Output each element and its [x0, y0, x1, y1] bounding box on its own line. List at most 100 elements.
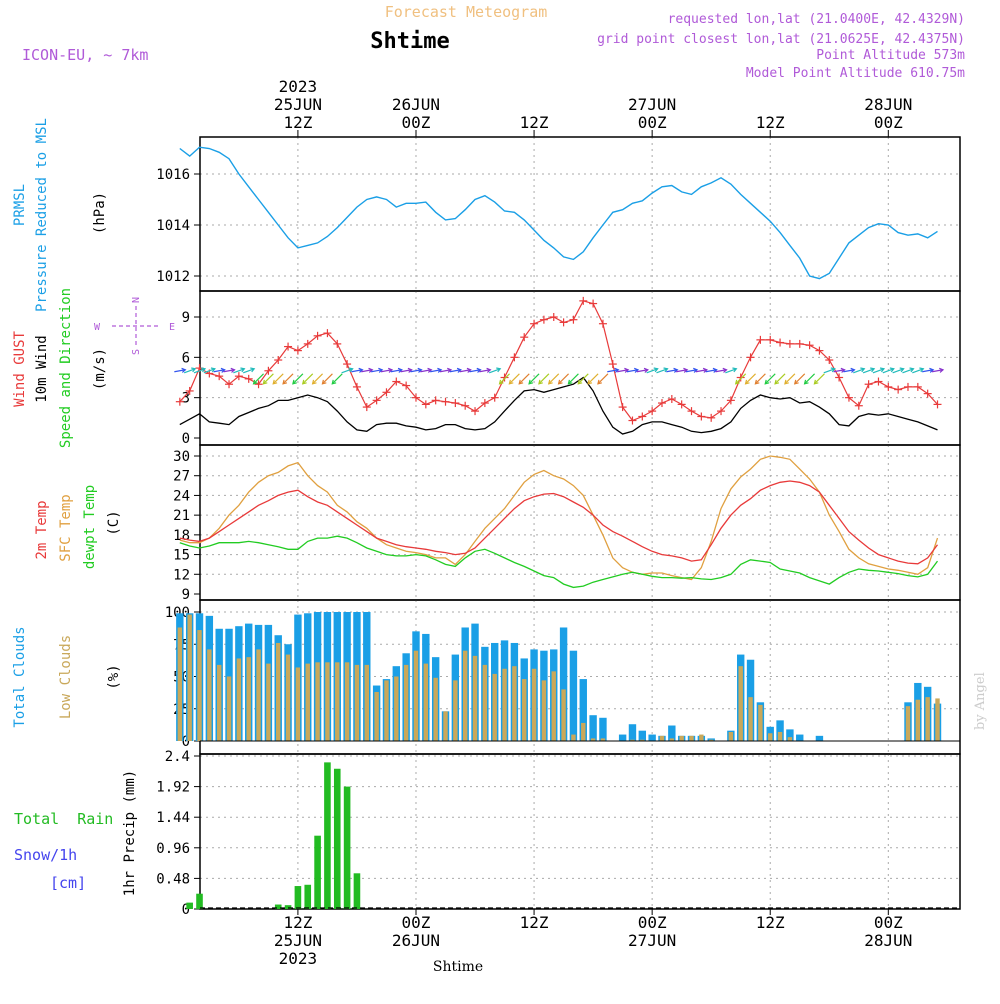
- gust-marker: [559, 318, 568, 327]
- gust-marker: [776, 338, 785, 347]
- total-cloud-bar: [776, 720, 784, 741]
- gust-marker: [293, 346, 302, 355]
- arrow-shaft: [479, 369, 491, 373]
- plot-area: 1012101410160369912151821242730025507510…: [156, 77, 961, 968]
- wind-direction-arrow: [538, 373, 550, 385]
- gust-marker: [598, 319, 607, 328]
- wind-direction-arrow: [646, 367, 659, 374]
- arrow-shaft: [814, 373, 825, 385]
- low-cloud-bar: [531, 668, 537, 741]
- gust-marker: [785, 339, 794, 348]
- arrow-shaft: [351, 369, 363, 373]
- arrow-shaft: [499, 373, 510, 385]
- rain-bar: [274, 904, 282, 909]
- y-tick-label: 1014: [156, 218, 190, 234]
- arrow-head: [466, 367, 472, 373]
- gust-marker: [372, 396, 381, 405]
- arrow-head: [321, 379, 327, 385]
- total-cloud-bar: [648, 734, 656, 741]
- gust-marker: [913, 382, 922, 391]
- temp2m-line: [179, 480, 939, 565]
- arrow-shaft: [764, 373, 776, 385]
- wind-direction-arrow: [853, 367, 866, 374]
- gust-marker: [411, 393, 420, 402]
- top-title: Forecast Meteogram: [385, 3, 548, 21]
- low-cloud-bar: [364, 664, 369, 741]
- low-cloud-bar: [403, 664, 409, 741]
- wind-direction-arrow: [656, 367, 669, 374]
- arrow-shaft: [282, 373, 294, 385]
- x-tick-label-top: 12Z: [756, 113, 785, 132]
- arrow-head: [311, 379, 317, 385]
- compass-w: W: [94, 322, 101, 333]
- snow-label: Snow/1h: [14, 846, 77, 864]
- gust-marker: [382, 388, 391, 397]
- gust-marker: [461, 401, 470, 410]
- y-tick-label: 9: [182, 587, 190, 603]
- low-cloud-bar: [216, 664, 222, 741]
- y-tick-label: 15: [173, 548, 190, 564]
- rain-bar: [324, 762, 331, 909]
- arrow-shaft: [695, 369, 707, 373]
- gust-marker: [234, 372, 243, 381]
- gust-marker: [343, 360, 352, 369]
- wind-direction-arrow: [784, 373, 796, 385]
- x-tick-label-bottom: 26JUN: [392, 931, 440, 950]
- arrow-shaft: [715, 369, 727, 373]
- snow-unit-label: [cm]: [50, 874, 86, 892]
- wind-label: 10m Wind: [34, 335, 50, 402]
- dewpt-line: [179, 535, 939, 589]
- gust-marker: [697, 412, 706, 421]
- low-cloud-bar: [285, 654, 291, 741]
- arrow-head: [191, 367, 197, 373]
- wind-direction-arrow: [243, 367, 256, 374]
- arrow-shaft: [656, 368, 668, 374]
- gust-marker: [795, 339, 804, 348]
- arrow-head: [292, 379, 297, 385]
- requested-coords: requested lon,lat (21.0400E, 42.4329N): [668, 12, 965, 27]
- wind-direction-arrow: [577, 373, 589, 385]
- wind-direction-arrow: [666, 367, 679, 373]
- gust-marker: [903, 382, 912, 391]
- arrow-shaft: [322, 373, 333, 385]
- arrow-head: [919, 367, 925, 373]
- gust-marker: [854, 401, 863, 410]
- arrow-shaft: [371, 369, 383, 373]
- low-cloud-bar: [276, 642, 281, 741]
- x-tick-label-bottom: 12Z: [756, 913, 785, 932]
- arrow-shaft: [626, 369, 639, 373]
- arrow-shaft: [804, 373, 816, 385]
- wind-direction-arrow: [361, 367, 374, 373]
- arrow-head: [909, 367, 915, 373]
- wind-direction-arrow: [371, 367, 384, 373]
- low-cloud-bar: [226, 676, 232, 741]
- y-tick-label: 2.4: [165, 749, 190, 765]
- wind-direction-arrow: [439, 367, 453, 373]
- arrow-shaft: [646, 368, 658, 374]
- wind-direction-arrow: [479, 367, 492, 373]
- arrow-shaft: [331, 373, 343, 385]
- y-tick-label: 30: [173, 449, 190, 465]
- footer-location: Shtime: [433, 959, 483, 975]
- arrow-shaft: [568, 373, 579, 385]
- total-cloud-bar: [569, 650, 578, 741]
- wind-direction-arrow: [183, 367, 197, 374]
- arrow-head: [722, 367, 728, 373]
- y-tick-label: 0.96: [156, 841, 190, 857]
- arrow-head: [683, 367, 689, 373]
- wind-line: [179, 376, 938, 435]
- low-cloud-bar: [738, 666, 743, 741]
- wind-direction-arrow: [931, 367, 945, 373]
- wind-direction-arrow: [272, 373, 284, 385]
- wind-direction-arrow: [705, 367, 718, 373]
- gust-marker: [402, 381, 411, 390]
- low-cloud-bar: [354, 664, 360, 741]
- arrow-shaft: [223, 369, 235, 373]
- precip-unit: 1hr Precip (mm): [122, 770, 138, 896]
- wind-direction-arrow: [833, 367, 846, 373]
- arrow-head: [447, 367, 453, 373]
- wind-direction-arrow: [400, 367, 413, 373]
- wind-direction-arrow: [676, 367, 689, 373]
- low-cloud-bar: [462, 650, 468, 741]
